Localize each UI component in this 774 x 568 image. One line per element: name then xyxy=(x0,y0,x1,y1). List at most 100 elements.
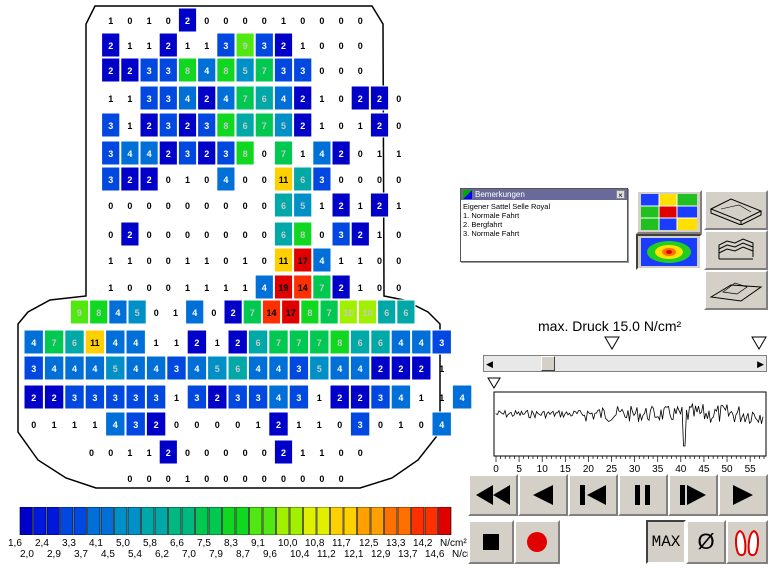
slider-thumb[interactable] xyxy=(541,356,555,371)
pressure-value: 4 xyxy=(276,393,281,403)
pressure-value: 3 xyxy=(31,364,36,374)
pressure-value: 1 xyxy=(154,338,159,348)
pressure-value: 7 xyxy=(52,338,57,348)
legend-tick-label: 11,2 xyxy=(317,549,336,560)
pressure-cell xyxy=(89,299,109,325)
timeline-cursor-marker[interactable] xyxy=(487,377,501,389)
pressure-cell xyxy=(43,384,65,410)
play-reverse-icon xyxy=(533,485,553,505)
3d-surface-view-button[interactable] xyxy=(704,190,768,230)
timeline-tick-label: 35 xyxy=(652,464,664,475)
pressure-value: 3 xyxy=(108,175,113,185)
legend-swatch xyxy=(87,507,101,535)
pressure-value: 0 xyxy=(337,420,342,430)
frame-forward-button[interactable] xyxy=(668,474,718,516)
grid-view-button[interactable] xyxy=(636,190,702,234)
pressure-value: 0 xyxy=(339,94,344,104)
record-button[interactable] xyxy=(514,520,560,564)
step-back-button[interactable] xyxy=(518,474,568,516)
pressure-cell xyxy=(349,355,371,381)
average-mode-button[interactable]: Ø xyxy=(686,520,726,564)
legend-swatch xyxy=(397,507,411,535)
pressure-cell xyxy=(139,57,159,83)
footprint-button[interactable] xyxy=(726,520,768,564)
pressure-value: 1 xyxy=(300,448,305,458)
pressure-value: 1 xyxy=(92,420,97,430)
3d-mesh-view-button[interactable] xyxy=(704,270,768,310)
frame-back-button[interactable] xyxy=(568,474,618,516)
play-button[interactable] xyxy=(718,474,768,516)
pressure-value: 0 xyxy=(166,201,171,211)
pressure-value: 3 xyxy=(439,338,444,348)
pressure-cell xyxy=(273,247,294,273)
pressure-cell xyxy=(120,140,140,166)
fast-rewind-button[interactable] xyxy=(468,474,518,516)
pressure-value: 0 xyxy=(262,16,267,26)
pressure-value: 2 xyxy=(358,94,363,104)
pressure-value: 2 xyxy=(300,94,305,104)
pressure-value: 1 xyxy=(243,283,248,293)
pressure-value: 2 xyxy=(204,149,209,159)
pressure-value: 9 xyxy=(243,41,248,51)
pressure-value: 3 xyxy=(147,94,152,104)
timeline-tick-label: 10 xyxy=(537,464,549,475)
pressure-cell xyxy=(158,32,178,58)
contour-view-button[interactable] xyxy=(636,234,702,270)
scroll-right-icon[interactable]: ▶ xyxy=(757,359,764,369)
pressure-cell xyxy=(300,299,320,325)
timeline-plot-area[interactable] xyxy=(493,391,767,457)
pause-button[interactable] xyxy=(618,474,668,516)
pressure-value: 1 xyxy=(147,41,152,51)
range-marker-right[interactable] xyxy=(751,336,767,350)
pressure-value: 6 xyxy=(384,308,389,318)
pressure-value: 4 xyxy=(439,420,444,430)
scroll-left-icon[interactable]: ◀ xyxy=(486,359,493,369)
pressure-value: 0 xyxy=(223,256,228,266)
pressure-cell xyxy=(125,384,146,410)
pressure-value: 2 xyxy=(339,149,344,159)
3d-profile-view-button[interactable] xyxy=(704,230,768,270)
pressure-value: 2 xyxy=(337,393,342,403)
close-icon[interactable]: × xyxy=(616,190,625,200)
pressure-value: 0 xyxy=(243,474,248,484)
pressure-value: 0 xyxy=(358,149,363,159)
pressure-value: 1 xyxy=(358,256,363,266)
pressure-cell xyxy=(268,384,289,410)
pressure-cell xyxy=(411,355,432,381)
play-icon xyxy=(733,485,753,505)
pressure-value: 2 xyxy=(127,66,132,76)
timeline-graph[interactable]: 0 5 10 15 20 25 30 35 40 45 50 55 xyxy=(486,376,772,478)
pressure-value: 3 xyxy=(300,66,305,76)
stop-button[interactable] xyxy=(468,520,514,564)
notes-panel[interactable]: Bemerkungen × Eigener Sattel Selle Royal… xyxy=(460,188,628,262)
pressure-cell xyxy=(357,299,378,325)
range-marker-left[interactable] xyxy=(604,336,620,350)
pressure-value: 3 xyxy=(194,393,199,403)
pressure-cell xyxy=(223,299,243,325)
pressure-value: 10 xyxy=(343,308,353,318)
pressure-cell xyxy=(293,85,313,111)
notes-body[interactable]: Eigener Sattel Selle Royal 1. Normale Fa… xyxy=(461,200,627,240)
pressure-value: 1 xyxy=(185,283,190,293)
pressure-cell xyxy=(273,85,294,111)
pressure-value: 0 xyxy=(339,121,344,131)
pressure-value: 1 xyxy=(396,149,401,159)
pressure-value: 0 xyxy=(243,448,248,458)
pressure-cell xyxy=(254,85,274,111)
pressure-cell xyxy=(261,299,282,325)
pressure-value: 4 xyxy=(133,338,138,348)
pressure-value: 7 xyxy=(250,308,255,318)
pressure-value: 4 xyxy=(133,364,138,374)
pressure-value: 4 xyxy=(113,338,118,348)
max-mode-button[interactable]: MAX xyxy=(646,520,686,564)
timeline-tick-label: 50 xyxy=(721,464,733,475)
timeline-tick-label: 15 xyxy=(560,464,572,475)
pressure-value: 0 xyxy=(396,175,401,185)
slider-track[interactable] xyxy=(484,356,766,371)
pressure-value: 2 xyxy=(419,364,424,374)
legend-swatch xyxy=(222,507,236,535)
pressure-scale-slider[interactable]: ◀ ▶ xyxy=(483,355,767,372)
pressure-cell xyxy=(235,85,255,111)
pressure-value: 5 xyxy=(300,201,305,211)
pressure-value: 7 xyxy=(281,149,286,159)
